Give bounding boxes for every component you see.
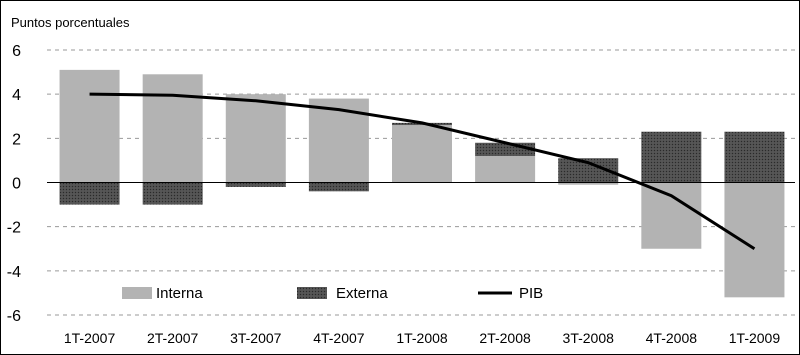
bar-externa (308, 182, 369, 192)
series-externa-bars (59, 122, 785, 205)
bar-externa (142, 182, 203, 205)
y-tick-label: 4 (12, 87, 21, 104)
bar-interna (142, 74, 203, 183)
x-axis-ticks: 1T-2007 2T-2007 3T-2007 4T-2007 1T-2008 2T-20… (64, 330, 780, 346)
y-tick-label: 0 (12, 176, 21, 193)
x-tick-label: 2T-2008 (479, 330, 531, 346)
y-tick-label: -2 (7, 220, 21, 237)
y-tick-label: 6 (12, 43, 21, 60)
x-tick-label: 3T-2008 (563, 330, 615, 346)
legend: Interna Externa PIB (122, 285, 543, 302)
y-axis-label: Puntos porcentuales (11, 15, 130, 30)
series-interna-bars (59, 69, 785, 298)
bar-interna (641, 182, 702, 249)
bar-interna (225, 94, 286, 183)
bar-externa (475, 142, 536, 156)
x-tick-label: 4T-2008 (646, 330, 698, 346)
x-tick-label: 1T-2009 (729, 330, 781, 346)
y-tick-label: -4 (7, 264, 21, 281)
x-tick-label: 1T-2007 (64, 330, 116, 346)
y-axis-ticks: 6 4 2 0 -2 -4 -6 (7, 43, 21, 325)
legend-label-pib: PIB (519, 285, 543, 302)
x-tick-label: 3T-2007 (230, 330, 282, 346)
legend-swatch-externa (297, 287, 327, 299)
legend-label-externa: Externa (336, 285, 388, 302)
x-tick-label: 4T-2007 (313, 330, 365, 346)
bar-interna (392, 125, 452, 183)
legend-label-interna: Interna (156, 285, 203, 302)
bar-interna (59, 69, 120, 183)
series-pib-line (89, 92, 756, 251)
legend-swatch-interna (122, 287, 152, 299)
x-tick-label: 2T-2007 (147, 330, 199, 346)
bar-interna (308, 98, 369, 183)
bar-externa (59, 182, 120, 205)
bar-interna (558, 182, 619, 185)
y-tick-label: -6 (7, 308, 21, 325)
bar-interna (475, 156, 536, 183)
bar-externa (225, 182, 286, 187)
bar-interna (724, 182, 785, 298)
bar-externa (641, 131, 702, 183)
y-tick-label: 2 (12, 131, 21, 148)
bar-externa (724, 131, 785, 183)
x-tick-label: 1T-2008 (396, 330, 448, 346)
